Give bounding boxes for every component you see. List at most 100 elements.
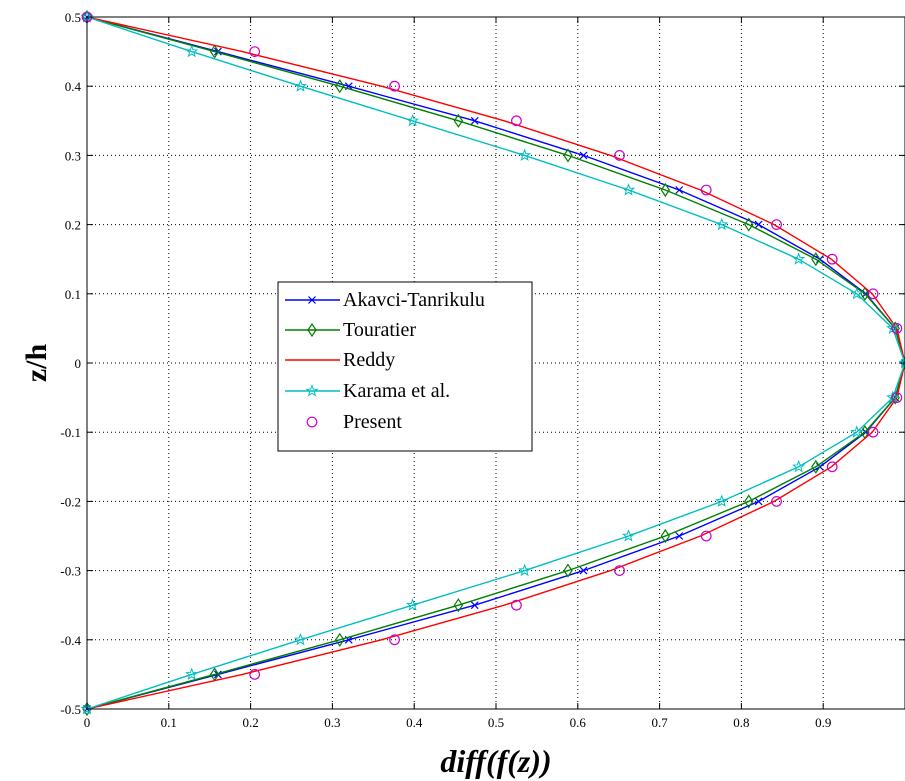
y-tick-label: 0.5 bbox=[65, 10, 81, 25]
legend-label-akavci-tanrikulu: Akavci-Tanrikulu bbox=[343, 289, 485, 311]
data-point-present bbox=[249, 46, 261, 57]
series-line-akavci-tanrikulu bbox=[86, 16, 905, 710]
legend-item-present: Present bbox=[306, 411, 402, 433]
data-point-touratier bbox=[811, 252, 821, 267]
series-line-touratier bbox=[86, 16, 905, 710]
data-point-touratier bbox=[335, 79, 345, 94]
data-point-akavci-tanrikulu bbox=[675, 186, 684, 194]
data-point-touratier bbox=[335, 632, 345, 647]
legend-marker-touratier bbox=[307, 322, 317, 338]
data-point-present bbox=[614, 565, 625, 576]
data-point-akavci-tanrikulu bbox=[579, 566, 588, 575]
legend-marker-present bbox=[306, 416, 318, 428]
data-point-present bbox=[771, 219, 782, 231]
legend-marker-karama-et-al bbox=[305, 384, 319, 397]
data-point-karama-et-al bbox=[518, 563, 532, 577]
x-tick-label: 0.1 bbox=[161, 715, 177, 730]
data-point-akavci-tanrikulu bbox=[470, 601, 479, 610]
legend-marker-akavci-tanrikulu bbox=[308, 296, 316, 304]
legend-box bbox=[277, 281, 533, 452]
legend: Akavci-Tanrikulu Touratier Reddy Karama et … bbox=[277, 281, 533, 452]
data-point-touratier bbox=[744, 217, 754, 232]
data-point-akavci-tanrikulu bbox=[213, 47, 222, 56]
data-point-karama-et-al bbox=[405, 598, 420, 611]
y-tick-label: 0 bbox=[75, 356, 82, 371]
x-tick-label: 0.5 bbox=[488, 715, 504, 730]
data-point-karama-et-al bbox=[80, 702, 94, 715]
data-point-touratier bbox=[453, 598, 464, 613]
data-point-present bbox=[614, 149, 625, 161]
data-point-karama-et-al bbox=[185, 667, 199, 681]
legend-item-reddy: Reddy bbox=[285, 349, 395, 371]
legend-item-touratier: Touratier bbox=[285, 319, 416, 341]
data-point-present bbox=[700, 530, 712, 542]
data-point-touratier bbox=[209, 44, 220, 59]
data-point-touratier bbox=[660, 182, 671, 198]
data-point-karama-et-al bbox=[715, 494, 729, 508]
data-point-touratier bbox=[811, 459, 821, 474]
data-point-akavci-tanrikulu bbox=[470, 116, 479, 125]
data-point-karama-et-al bbox=[850, 286, 864, 300]
legend-item-akavci-tanrikulu: Akavci-Tanrikulu bbox=[285, 289, 485, 311]
data-point-present bbox=[511, 599, 522, 611]
data-point-present bbox=[389, 634, 400, 646]
data-point-akavci-tanrikulu bbox=[675, 532, 684, 540]
series-layer bbox=[80, 9, 905, 717]
legend-label-karama-et-al: Karama et al. bbox=[343, 380, 450, 402]
data-point-karama-et-al bbox=[621, 183, 636, 196]
y-tick-label: -0.3 bbox=[60, 564, 81, 579]
data-point-touratier bbox=[563, 148, 573, 163]
x-axis-label: diff(f(z)) bbox=[440, 743, 551, 779]
axes: 0 0.1 0.2 0.3 0.4 0.5 0.6 0.7 0.8 0.9 0.5 0.4 0.3 0.2… bbox=[60, 10, 905, 730]
data-point-karama-et-al bbox=[518, 148, 532, 162]
legend-item-karama-et-al: Karama et al. bbox=[285, 380, 450, 402]
data-point-present bbox=[826, 461, 838, 473]
x-tick-label: 0.3 bbox=[324, 715, 340, 730]
data-point-karama-et-al bbox=[621, 529, 636, 542]
series-line-karama-et-al bbox=[86, 16, 905, 710]
data-point-karama-et-al bbox=[792, 252, 806, 265]
data-point-present bbox=[891, 392, 903, 404]
data-point-present bbox=[867, 288, 879, 300]
x-tick-label: 0.7 bbox=[651, 715, 668, 730]
data-point-touratier bbox=[453, 113, 464, 128]
data-point-karama-et-al bbox=[293, 632, 308, 646]
data-point-karama-et-al bbox=[898, 356, 905, 369]
y-tick-label: -0.4 bbox=[60, 633, 81, 648]
y-tick-label: -0.5 bbox=[60, 702, 81, 717]
legend-label-touratier: Touratier bbox=[343, 319, 416, 341]
data-point-present bbox=[867, 426, 879, 438]
data-point-karama-et-al bbox=[405, 113, 420, 127]
data-point-karama-et-al bbox=[715, 217, 729, 231]
data-point-karama-et-al bbox=[185, 44, 199, 58]
legend-label-reddy: Reddy bbox=[343, 349, 395, 371]
y-tick-label: -0.2 bbox=[60, 494, 81, 509]
x-tick-label: 0.8 bbox=[733, 715, 749, 730]
series-line-reddy bbox=[86, 16, 905, 710]
data-point-present bbox=[826, 253, 838, 265]
data-point-touratier bbox=[563, 563, 573, 578]
data-point-present bbox=[249, 669, 261, 680]
data-point-present bbox=[771, 496, 782, 507]
data-point-akavci-tanrikulu bbox=[754, 497, 763, 506]
data-point-akavci-tanrikulu bbox=[213, 670, 222, 679]
data-point-karama-et-al bbox=[293, 79, 308, 92]
y-tick-label: 0.3 bbox=[65, 148, 81, 163]
data-point-karama-et-al bbox=[792, 459, 806, 473]
y-axis-label: z/h bbox=[20, 344, 53, 383]
series-reddy bbox=[86, 16, 905, 710]
data-point-akavci-tanrikulu bbox=[579, 151, 588, 160]
data-point-akavci-tanrikulu bbox=[754, 220, 763, 229]
y-tick-label: 0.1 bbox=[65, 287, 81, 302]
y-tick-label: -0.1 bbox=[60, 425, 81, 440]
data-point-touratier bbox=[660, 528, 671, 544]
y-tick-label: 0.2 bbox=[65, 218, 81, 233]
data-point-present bbox=[891, 323, 903, 334]
x-tick-label: 0 bbox=[84, 715, 91, 730]
x-tick-label: 0.4 bbox=[406, 715, 423, 730]
data-point-present bbox=[511, 115, 522, 127]
data-point-touratier bbox=[744, 494, 754, 509]
x-tick-label: 0.9 bbox=[815, 715, 831, 730]
data-point-present bbox=[700, 184, 712, 196]
